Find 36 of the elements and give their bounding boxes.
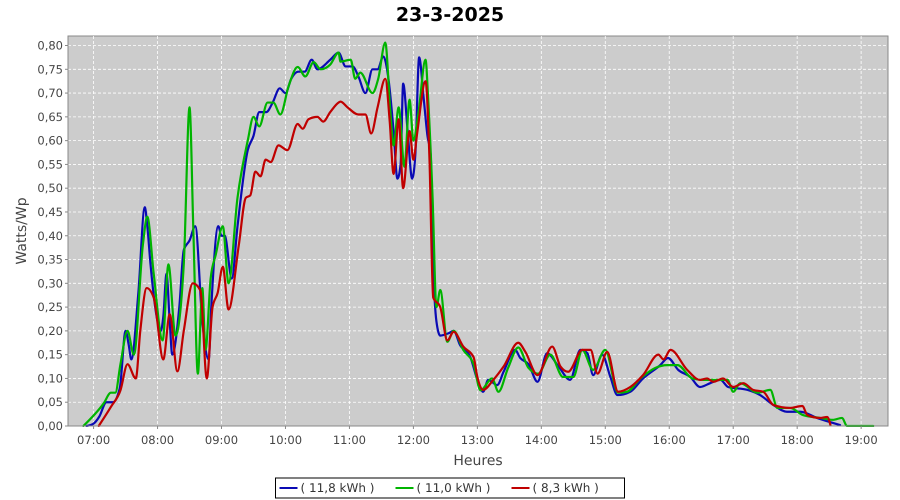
x-tick-label: 09:00	[204, 433, 238, 447]
x-tick-label: 15:00	[588, 433, 622, 447]
x-tick-label: 08:00	[140, 433, 174, 447]
x-tick-label: 12:00	[396, 433, 430, 447]
x-tick-label: 16:00	[652, 433, 686, 447]
y-tick-label: 0,00	[37, 419, 63, 434]
y-tick-label: 0,65	[37, 110, 63, 124]
y-tick-label: 0,25	[37, 300, 63, 314]
y-tick-label: 0,20	[37, 324, 63, 338]
y-tick-label: 0,15	[37, 348, 63, 362]
y-tick-label: 0,45	[37, 205, 63, 219]
chart-title: 23-3-2025	[396, 4, 504, 26]
y-tick-label: 0,10	[37, 371, 63, 386]
x-tick-label: 07:00	[77, 433, 110, 447]
y-tick-label: 0,55	[37, 157, 63, 172]
x-tick-label: 18:00	[780, 433, 814, 447]
x-tick-label: 17:00	[716, 433, 750, 447]
y-axis-title: Watts/Wp	[14, 197, 30, 265]
y-tick-label: 0,80	[37, 38, 63, 53]
x-tick-label: 11:00	[332, 433, 366, 447]
x-tick-label: 13:00	[460, 433, 494, 447]
y-tick-label: 0,05	[37, 395, 63, 410]
y-tick-label: 0,30	[37, 276, 63, 290]
x-tick-label: 19:00	[844, 433, 878, 447]
x-tick-label: 14:00	[524, 433, 558, 447]
legend-label: ( 11,8 kWh )	[300, 481, 374, 496]
legend-label: ( 8,3 kWh )	[532, 481, 599, 496]
y-tick-label: 0,70	[37, 86, 63, 100]
y-tick-label: 0,40	[37, 228, 63, 243]
y-tick-label: 0,35	[37, 252, 63, 267]
y-tick-label: 0,60	[37, 134, 63, 148]
legend-label: ( 11,0 kWh )	[416, 481, 490, 496]
y-tick-label: 0,50	[37, 181, 63, 196]
y-tick-label: 0,75	[37, 62, 63, 76]
x-tick-label: 10:00	[268, 433, 302, 447]
x-axis-title: Heures	[453, 453, 503, 469]
